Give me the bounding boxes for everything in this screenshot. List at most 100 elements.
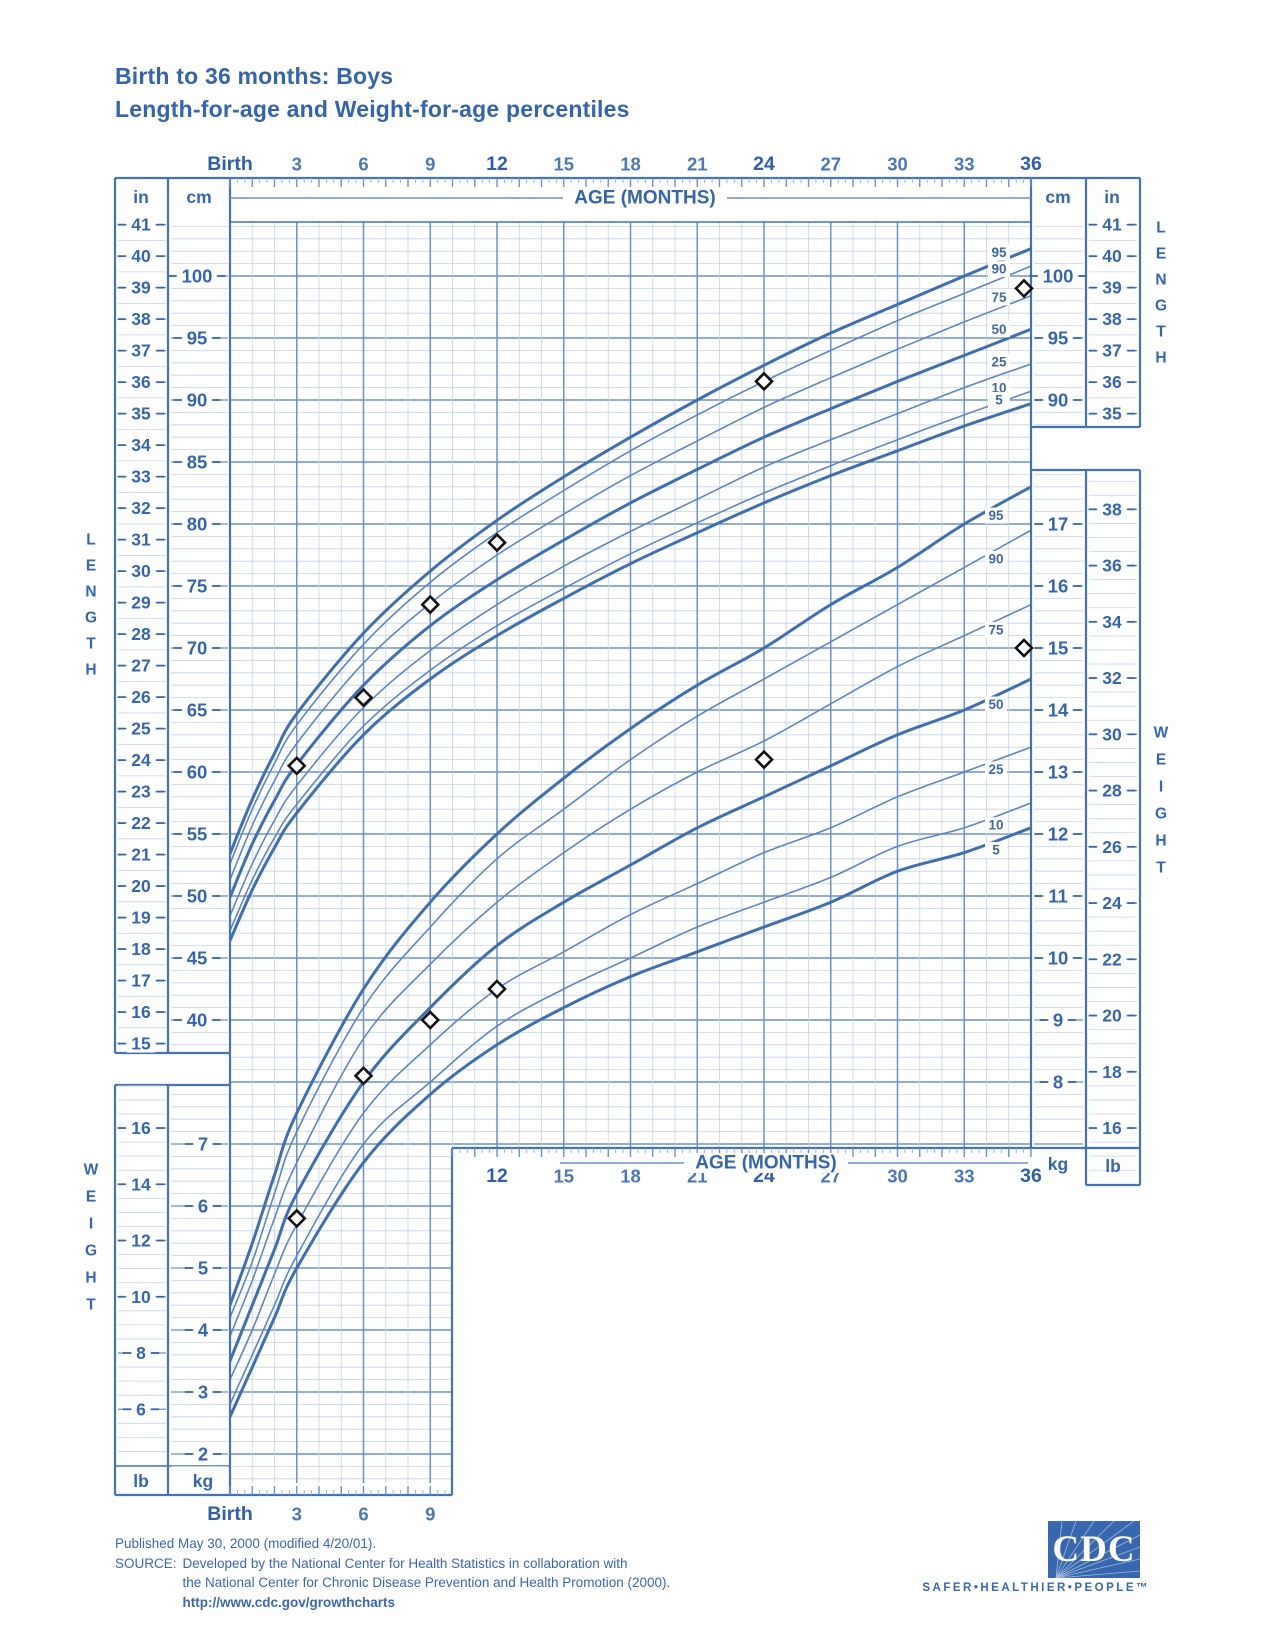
right-cm-tick: 100: [1043, 266, 1074, 287]
top-month-label: 3: [292, 154, 302, 175]
bottom-left-month-label: Birth: [207, 1503, 253, 1525]
footer: Published May 30, 2000 (modified 4/20/01…: [115, 1534, 670, 1612]
length-curve-p95: [230, 247, 1031, 856]
chart-title: Birth to 36 months: Boys Length-for-age …: [115, 60, 630, 126]
length-curve-p5: [230, 402, 1031, 943]
left-in-tick: 25: [131, 719, 151, 739]
source-line1: Developed by the National Center for Hea…: [182, 1555, 628, 1571]
grid: [230, 222, 1031, 1483]
left-in-tick: 29: [131, 593, 151, 613]
right-in-tick: 38: [1102, 309, 1122, 329]
left-in-tick: 34: [131, 435, 151, 455]
weight-curve-p25: [230, 746, 1031, 1381]
right-kg-tick: 8: [1053, 1072, 1063, 1093]
source-note: SOURCE: Developed by the National Center…: [115, 1554, 670, 1613]
bottom-left-month-label: 3: [292, 1504, 302, 1525]
patient-data-point: [286, 755, 307, 776]
left-in-tick: 35: [131, 404, 151, 424]
source-url: http://www.cdc.gov/growthcharts: [182, 1594, 396, 1610]
left-cm-tick: 60: [187, 762, 208, 783]
right-lb-tick: 18: [1102, 1062, 1122, 1082]
length-axis-title-left: G: [85, 610, 97, 627]
weight-axis-title-left: E: [86, 1189, 96, 1206]
right-kg-tick: 16: [1048, 576, 1069, 597]
right-in-tick: 35: [1102, 404, 1122, 424]
weight-axis-title-left: T: [86, 1297, 96, 1314]
bottom-right-month-label: 15: [553, 1166, 574, 1187]
left-in-tick: 15: [131, 1034, 151, 1054]
percentile-label: 95: [991, 245, 1007, 260]
left-in-tick: 19: [131, 908, 151, 928]
right-lb-tick: 22: [1102, 949, 1122, 969]
length-axis-title-right: T: [1156, 324, 1166, 341]
length-curve-p10: [230, 390, 1031, 932]
top-month-label: 33: [954, 154, 975, 175]
left-cm-tick: 40: [187, 1010, 208, 1031]
length-axis-title-right: G: [1155, 298, 1167, 315]
weight-axis-title-right: E: [1156, 752, 1166, 769]
length-axis-title-left: N: [85, 584, 96, 601]
source-line2: the National Center for Chronic Disease …: [182, 1575, 671, 1590]
patient-data-point: [754, 749, 774, 770]
right-kg-tick: 17: [1048, 514, 1069, 535]
top-month-label: 12: [486, 153, 508, 175]
right-cm-tick: 95: [1048, 328, 1069, 349]
bottom-left-kg-tick: 7: [198, 1134, 208, 1155]
patient-data-point: [420, 1010, 441, 1030]
left-cm-tick: 90: [187, 390, 208, 411]
left-in-tick: 18: [131, 939, 151, 959]
bottom-left-lb-tick: 12: [131, 1231, 151, 1251]
chart-title-line1: Birth to 36 months: Boys: [115, 63, 394, 89]
right-kg-tick: 10: [1048, 948, 1069, 969]
source-body: Developed by the National Center for Hea…: [183, 1554, 671, 1613]
weight-axis-title-right: G: [1155, 806, 1167, 823]
right-lb-tick: 28: [1102, 781, 1122, 801]
percentile-label: 90: [988, 552, 1003, 567]
bottom-left-lb-tick: 14: [131, 1174, 151, 1194]
patient-data-point: [1014, 278, 1034, 299]
bottom-right-month-label: 36: [1020, 1165, 1042, 1187]
length-curve-p75: [230, 295, 1031, 881]
axis-labels: 4140393837363534333231302928272625242322…: [84, 153, 1169, 1525]
unit-cm-top-right: cm: [1045, 187, 1070, 207]
right-kg-tick: 13: [1048, 762, 1069, 783]
length-axis-title-left: T: [86, 636, 96, 653]
bottom-left-lb-tick: 6: [136, 1399, 146, 1419]
bottom-left-lb-tick: 8: [136, 1343, 146, 1363]
patient-data-point: [353, 687, 374, 708]
right-kg-tick: 9: [1053, 1010, 1063, 1031]
frames-and-scales: [113, 176, 1142, 1497]
age-months-label-top: AGE (MONTHS): [574, 188, 715, 209]
left-in-tick: 17: [131, 971, 150, 991]
left-in-tick: 27: [131, 656, 150, 676]
right-kg-tick: 15: [1048, 638, 1069, 659]
bottom-left-month-label: 9: [425, 1504, 435, 1525]
bottom-left-kg-tick: 2: [198, 1444, 208, 1465]
left-in-tick: 40: [131, 246, 151, 266]
percentile-label: 25: [988, 762, 1004, 777]
bottom-left-kg-tick: 5: [198, 1258, 208, 1279]
length-axis-title-left: L: [86, 532, 95, 549]
weight-curve-p10: [230, 802, 1031, 1406]
length-axis-title-right: H: [1155, 350, 1166, 367]
bottom-right-month-label: 18: [620, 1166, 641, 1187]
top-month-label: 27: [820, 154, 841, 175]
right-cm-tick: 90: [1048, 390, 1069, 411]
top-month-label: 9: [425, 154, 435, 175]
patient-data-point: [487, 532, 507, 553]
left-in-tick: 26: [131, 687, 151, 707]
left-in-tick: 41: [131, 215, 151, 235]
length-curve-p50: [230, 327, 1031, 899]
percentile-label: 5: [995, 392, 1003, 407]
left-in-tick: 37: [131, 341, 150, 361]
left-cm-tick: 75: [187, 576, 208, 597]
length-axis-title-right: E: [1156, 246, 1166, 263]
right-lb-tick: 20: [1102, 1006, 1122, 1026]
right-kg-tick: 12: [1048, 824, 1069, 845]
length-curve-p25: [230, 363, 1031, 917]
right-lb-tick: 24: [1102, 893, 1122, 913]
length-axis-title-left: E: [86, 558, 96, 575]
top-month-label: 24: [753, 153, 775, 175]
bottom-left-lb-tick: 10: [131, 1287, 151, 1307]
top-month-label: 15: [553, 154, 574, 175]
